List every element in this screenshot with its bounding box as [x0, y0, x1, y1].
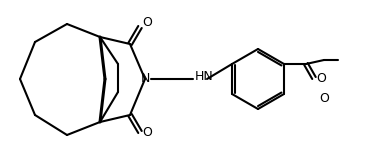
Text: HN: HN: [195, 70, 214, 84]
Text: N: N: [140, 71, 150, 84]
Text: O: O: [142, 125, 152, 138]
Text: O: O: [316, 73, 326, 86]
Text: O: O: [319, 92, 329, 105]
Text: O: O: [142, 16, 152, 30]
